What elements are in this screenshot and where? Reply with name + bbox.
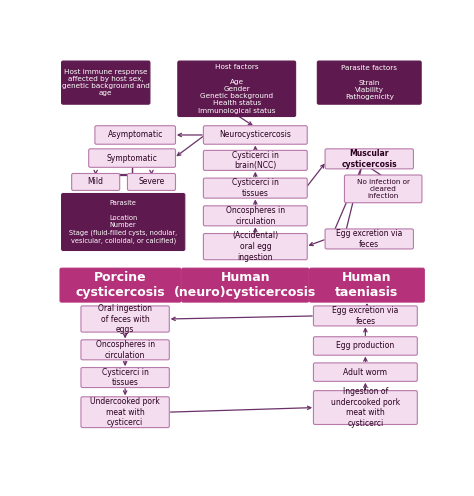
FancyBboxPatch shape [317,61,421,104]
Text: Human
taeniasis: Human taeniasis [335,271,399,300]
FancyBboxPatch shape [182,268,309,302]
FancyBboxPatch shape [203,206,307,226]
FancyBboxPatch shape [95,126,175,144]
FancyBboxPatch shape [62,193,185,250]
FancyBboxPatch shape [203,234,307,260]
FancyBboxPatch shape [203,178,307,198]
FancyBboxPatch shape [325,229,413,249]
FancyBboxPatch shape [313,337,417,355]
FancyBboxPatch shape [81,368,169,387]
Text: Mild: Mild [88,178,104,186]
Text: Ingestion of
undercooked pork
meat with
cysticerci: Ingestion of undercooked pork meat with … [331,387,400,428]
FancyBboxPatch shape [128,174,175,190]
Text: Oncospheres in
circulation: Oncospheres in circulation [96,340,155,360]
Text: Egg production: Egg production [336,341,394,351]
FancyBboxPatch shape [325,149,413,169]
Text: Cysticerci in
brain(NCC): Cysticerci in brain(NCC) [232,150,279,170]
Text: Asymptomatic: Asymptomatic [108,130,163,139]
FancyBboxPatch shape [310,268,424,302]
FancyBboxPatch shape [313,391,417,425]
FancyBboxPatch shape [203,150,307,171]
FancyBboxPatch shape [178,61,296,117]
Text: Oral ingestion
of feces with
eggs: Oral ingestion of feces with eggs [98,304,152,334]
Text: Adult worm: Adult worm [343,368,387,376]
FancyBboxPatch shape [345,175,422,203]
Text: Oncospheres in
circulation: Oncospheres in circulation [226,206,285,226]
FancyBboxPatch shape [81,397,169,428]
FancyBboxPatch shape [72,174,120,190]
FancyBboxPatch shape [60,268,181,302]
FancyBboxPatch shape [89,149,175,167]
FancyBboxPatch shape [62,61,150,104]
Text: Cysticerci in
tissues: Cysticerci in tissues [102,368,148,387]
Text: (Accidental)
oral egg
ingestion: (Accidental) oral egg ingestion [232,231,278,262]
Text: Cysticerci in
tissues: Cysticerci in tissues [232,178,279,198]
Text: Undercooked pork
meat with
cysticerci: Undercooked pork meat with cysticerci [90,397,160,428]
Text: Porcine
cysticercosis: Porcine cysticercosis [76,271,165,300]
Text: Host factors

Age
Gender
Genetic background
Health status
Immunological status: Host factors Age Gender Genetic backgrou… [198,64,275,114]
Text: Severe: Severe [138,178,164,186]
Text: Symptomatic: Symptomatic [107,154,157,163]
FancyBboxPatch shape [313,306,417,326]
Text: Egg excretion via
feces: Egg excretion via feces [336,229,402,249]
Text: No infection or
cleared
infection: No infection or cleared infection [357,179,410,199]
Text: Parasite

Location
Number
Stage (fluid-filled cysts, nodular,
vesicular, colloid: Parasite Location Number Stage (fluid-fi… [69,200,177,244]
Text: Muscular
cysticercosis: Muscular cysticercosis [341,149,397,169]
Text: Host immune response
affected by host sex,
genetic background and
age: Host immune response affected by host se… [62,69,150,97]
FancyBboxPatch shape [81,340,169,360]
FancyBboxPatch shape [203,126,307,144]
Text: Parasite factors

Strain
Viability
Pathogenicity: Parasite factors Strain Viability Pathog… [341,65,397,100]
FancyBboxPatch shape [81,306,169,332]
Text: Neurocysticercosis: Neurocysticercosis [219,130,291,139]
Text: Human
(neuro)cysticercosis: Human (neuro)cysticercosis [174,271,316,300]
FancyBboxPatch shape [313,363,417,381]
Text: Egg excretion via
feces: Egg excretion via feces [332,306,399,326]
